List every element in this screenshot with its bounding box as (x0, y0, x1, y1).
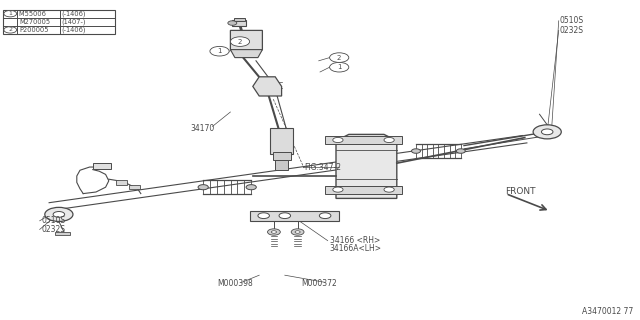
Bar (273, 152, 291, 160)
Text: 34166A<LH>: 34166A<LH> (330, 244, 381, 253)
Text: 0510S: 0510S (560, 16, 584, 25)
Text: (-1406): (-1406) (61, 11, 86, 17)
Text: 1: 1 (217, 48, 222, 54)
Text: 0232S: 0232S (42, 225, 65, 234)
Circle shape (330, 53, 349, 62)
Polygon shape (253, 77, 282, 96)
Circle shape (412, 149, 420, 153)
Text: (1407-): (1407-) (61, 19, 86, 25)
Circle shape (198, 185, 209, 190)
Polygon shape (336, 134, 397, 198)
Text: 2: 2 (238, 39, 242, 44)
Circle shape (228, 21, 237, 25)
Circle shape (4, 27, 17, 33)
Bar (129, 185, 140, 189)
Circle shape (210, 46, 229, 56)
Text: M55006: M55006 (19, 11, 48, 17)
Circle shape (319, 213, 331, 219)
Circle shape (230, 37, 250, 46)
Circle shape (384, 187, 394, 192)
Text: P200005: P200005 (19, 27, 49, 33)
Bar (275, 160, 288, 170)
Bar (270, 128, 293, 154)
Text: 0232S: 0232S (560, 26, 584, 35)
Text: M000398: M000398 (218, 279, 253, 288)
Circle shape (279, 213, 291, 219)
Circle shape (246, 185, 256, 190)
Circle shape (456, 149, 465, 153)
Text: 0510S: 0510S (42, 216, 66, 225)
Circle shape (45, 207, 73, 221)
Bar (116, 180, 127, 185)
Text: M000372: M000372 (301, 279, 337, 288)
Text: 2: 2 (8, 28, 12, 32)
Circle shape (333, 138, 343, 143)
Circle shape (384, 138, 394, 143)
Bar (325, 136, 402, 144)
Text: M270005: M270005 (19, 19, 51, 25)
Circle shape (541, 129, 553, 135)
Bar (3, 10, 115, 34)
Circle shape (533, 125, 561, 139)
Text: 2: 2 (337, 55, 341, 60)
Bar (93, 163, 111, 169)
Circle shape (291, 229, 304, 235)
Polygon shape (250, 211, 339, 221)
Bar (234, 18, 245, 21)
Circle shape (4, 11, 17, 17)
Text: A3470012 77: A3470012 77 (582, 308, 634, 316)
Text: 34170: 34170 (191, 124, 215, 132)
Circle shape (333, 187, 343, 192)
Bar (232, 20, 246, 26)
Circle shape (268, 229, 280, 235)
Text: 1: 1 (337, 64, 342, 70)
Bar (325, 186, 402, 194)
Circle shape (330, 62, 349, 72)
Text: (-1406): (-1406) (61, 27, 86, 33)
Text: FIG.347-2: FIG.347-2 (304, 163, 341, 172)
Text: 1: 1 (8, 11, 12, 16)
Text: FRONT: FRONT (506, 188, 536, 196)
Circle shape (53, 212, 65, 217)
Circle shape (271, 231, 276, 233)
Circle shape (295, 231, 300, 233)
Polygon shape (230, 50, 262, 58)
Text: 34166 <RH>: 34166 <RH> (330, 236, 380, 245)
Circle shape (258, 213, 269, 219)
Polygon shape (230, 30, 262, 54)
Polygon shape (55, 232, 70, 235)
